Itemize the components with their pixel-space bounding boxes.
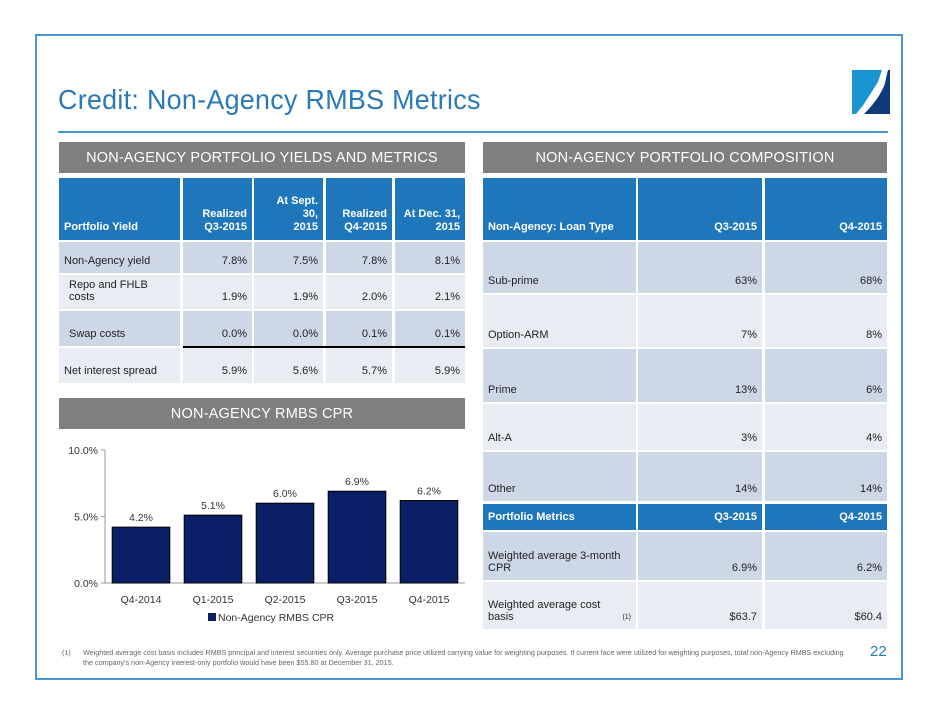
yields-header-col: At Sept. 30, 2015: [254, 178, 323, 240]
composition-row-value: 8%: [765, 295, 887, 347]
x-tick-label: Q4-2015: [409, 594, 450, 606]
cpr-chart: 0.0% 5.0% 10.0% 4.2% Q4-2014 5.1% Q1-2015 6.0% Q…: [55, 432, 470, 632]
metrics-label-text: Weighted average 3-month CPR: [488, 550, 621, 574]
subtotal-rule: [183, 346, 465, 348]
y-tick-label: 0.0%: [74, 578, 98, 590]
yields-row-value: 0.1%: [395, 311, 465, 346]
yields-row-value: 5.9%: [395, 348, 465, 383]
footnote-text: Weighted average cost basis includes RMB…: [83, 648, 844, 667]
yields-row-value: 2.0%: [326, 275, 392, 309]
yields-row-label: Net interest spread: [59, 348, 180, 383]
header-line: Realized: [342, 208, 387, 220]
composition-row-value: 3%: [638, 404, 762, 450]
composition-row-value: 68%: [765, 242, 887, 293]
legend-swatch: [208, 613, 216, 621]
composition-header-col: Q4-2015: [765, 178, 887, 240]
yields-row-label: Swap costs: [59, 311, 180, 346]
header-line: Portfolio Yield: [64, 221, 138, 233]
header-line: Q3-2015: [204, 221, 247, 233]
yields-row-value: 7.5%: [254, 242, 323, 273]
slide-frame: [35, 34, 903, 680]
bar-data-label: 4.2%: [129, 512, 153, 524]
header-line: At Sept. 30,: [276, 195, 318, 220]
yields-row-label: Repo and FHLB costs: [59, 275, 180, 309]
composition-row-label: Alt-A: [483, 404, 636, 450]
yields-header-col: At Dec. 31, 2015: [395, 178, 465, 240]
yields-row-value: 5.9%: [183, 348, 252, 383]
metrics-row-value: $60.4: [765, 582, 887, 629]
metrics-row-value: 6.2%: [765, 532, 887, 580]
cpr-bar: [255, 502, 315, 584]
composition-row-label: Prime: [483, 349, 636, 402]
yields-row-value: 0.0%: [254, 311, 323, 346]
slide-title: Credit: Non-Agency RMBS Metrics: [58, 84, 481, 115]
yields-section-title: NON-AGENCY PORTFOLIO YIELDS AND METRICS: [59, 142, 465, 173]
title-divider: [58, 131, 888, 133]
metrics-row-value: 6.9%: [638, 532, 762, 580]
composition-header-col: Q3-2015: [638, 178, 762, 240]
composition-row-label: Sub-prime: [483, 242, 636, 293]
cpr-bar: [111, 526, 171, 584]
bar-data-label: 6.2%: [417, 486, 441, 498]
composition-row-value: 13%: [638, 349, 762, 402]
composition-row-value: 14%: [638, 452, 762, 501]
composition-header-label: Non-Agency: Loan Type: [483, 178, 636, 240]
metrics-row-label: Weighted average cost basis (1): [483, 582, 636, 629]
yields-header-col: Realized Q3-2015: [183, 178, 252, 240]
header-line: Realized: [202, 208, 247, 220]
yields-row-value: 5.7%: [326, 348, 392, 383]
bar-data-label: 5.1%: [201, 500, 225, 512]
y-tick-label: 10.0%: [68, 445, 98, 457]
header-line: Q4-2015: [344, 221, 387, 233]
legend-label: Non-Agency RMBS CPR: [218, 612, 335, 624]
footnote-number: (1): [62, 648, 71, 657]
yields-row-value: 1.9%: [254, 275, 323, 309]
cpr-chart-svg: 0.0% 5.0% 10.0% 4.2% Q4-2014 5.1% Q1-2015 6.0% Q…: [68, 445, 465, 624]
yields-row-value: 0.0%: [183, 311, 252, 346]
metrics-header-col: Q3-2015: [638, 504, 762, 530]
composition-row-label: Other: [483, 452, 636, 501]
composition-section-title: NON-AGENCY PORTFOLIO COMPOSITION: [483, 142, 887, 173]
metrics-header-col: Q4-2015: [765, 504, 887, 530]
x-tick-label: Q1-2015: [193, 594, 234, 606]
yields-header-col: Realized Q4-2015: [326, 178, 392, 240]
metrics-label-text: Weighted average cost basis: [488, 599, 601, 623]
header-line: At Dec. 31,: [403, 208, 460, 220]
y-tick-label: 5.0%: [74, 512, 98, 524]
cpr-bar: [183, 514, 243, 584]
company-logo-icon: [852, 70, 890, 114]
yields-row-value: 2.1%: [395, 275, 465, 309]
page-number: 22: [870, 643, 887, 660]
composition-row-value: 63%: [638, 242, 762, 293]
cpr-section-title: NON-AGENCY RMBS CPR: [59, 398, 465, 429]
yields-row-value: 7.8%: [326, 242, 392, 273]
yields-row-value: 0.1%: [326, 311, 392, 346]
bar-data-label: 6.9%: [345, 476, 369, 488]
header-line: 2015: [435, 221, 460, 233]
metrics-row-value: $63.7: [638, 582, 762, 629]
yields-row-label: Non-Agency yield: [59, 242, 180, 273]
yields-row-value: 7.8%: [183, 242, 252, 273]
composition-row-label: Option-ARM: [483, 295, 636, 347]
x-tick-label: Q3-2015: [337, 594, 378, 606]
composition-row-value: 14%: [765, 452, 887, 501]
composition-row-value: 4%: [765, 404, 887, 450]
x-tick-label: Q2-2015: [265, 594, 306, 606]
composition-row-value: 6%: [765, 349, 887, 402]
metrics-row-label: Weighted average 3-month CPR: [483, 532, 636, 580]
cpr-bar: [399, 500, 459, 584]
bar-data-label: 6.0%: [273, 488, 297, 500]
header-line: 2015: [293, 221, 318, 233]
yields-row-value: 5.6%: [254, 348, 323, 383]
cpr-bar: [327, 490, 387, 584]
footnote-reference: (1): [622, 614, 631, 621]
metrics-header-label: Portfolio Metrics: [483, 504, 636, 530]
x-tick-label: Q4-2014: [121, 594, 162, 606]
composition-row-value: 7%: [638, 295, 762, 347]
yields-header-label: Portfolio Yield: [59, 178, 180, 240]
yields-row-value: 1.9%: [183, 275, 252, 309]
yields-row-value: 8.1%: [395, 242, 465, 273]
